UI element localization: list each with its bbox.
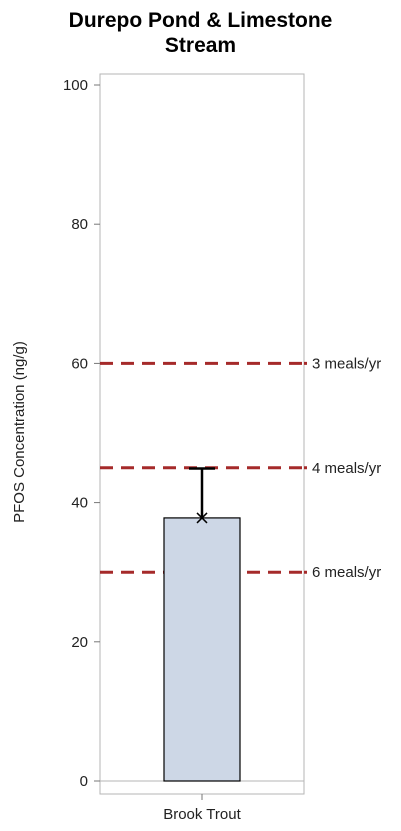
- y-axis: 0 20 40 60 80 100: [63, 77, 304, 790]
- x-tick-label: Brook Trout: [163, 806, 241, 823]
- y-tick-label: 0: [80, 773, 88, 790]
- y-tick-label: 20: [71, 634, 88, 651]
- bars: [163, 467, 241, 782]
- reference-label-bg: [307, 353, 401, 374]
- chart-title-line-1: Durepo Pond & Limestone: [68, 9, 333, 32]
- x-axis: Brook Trout: [163, 794, 242, 823]
- mean-marker: [196, 512, 208, 524]
- y-axis-label: PFOS Concentration (ng/g): [11, 341, 28, 523]
- reference-label-bg: [307, 562, 401, 583]
- chart-title: Durepo Pond & Limestone Stream: [0, 8, 401, 58]
- chart-title-line-2: Stream: [164, 34, 237, 57]
- y-tick-label: 60: [71, 355, 88, 372]
- reference-label: 4 meals/yr: [312, 460, 381, 477]
- reference-lines: 3 meals/yr 4 meals/yr 6 meals/yr: [100, 353, 401, 583]
- reference-label-bg: [307, 457, 401, 478]
- y-tick-label: 80: [71, 216, 88, 233]
- bar: [163, 517, 241, 782]
- reference-label: 3 meals/yr: [312, 355, 381, 372]
- reference-label: 6 meals/yr: [312, 564, 381, 581]
- y-tick-label: 100: [63, 77, 88, 94]
- y-tick-label: 40: [71, 495, 88, 512]
